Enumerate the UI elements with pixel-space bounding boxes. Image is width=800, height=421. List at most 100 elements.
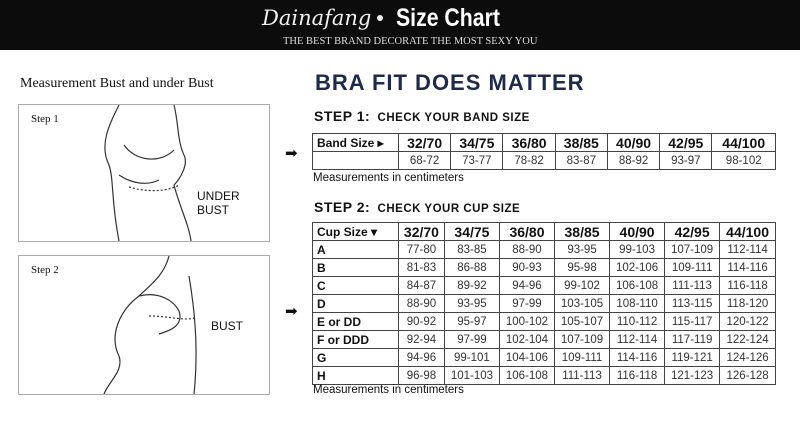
table-cell: 118-120 <box>719 294 776 313</box>
table-cell: 83-85 <box>443 240 500 259</box>
table-cell: 90-92 <box>398 312 445 331</box>
page-title: Size Chart <box>396 4 500 32</box>
arrow-right-icon: ➡ <box>285 303 298 320</box>
table-cell: 122-124 <box>719 330 776 349</box>
table-row: G 94-96 99-101 104-106 109-111 114-116 119-121… <box>312 348 776 367</box>
cup-label: D <box>312 294 399 313</box>
step1-panel: Step 1 UNDER BUST <box>18 104 270 242</box>
cup-label: B <box>312 258 399 277</box>
table-row: C 84-87 89-92 94-96 99-102 106-108 111-113 116-… <box>312 276 776 295</box>
table-cell: 99-102 <box>553 276 611 295</box>
step2-prefix: STEP 2: <box>314 199 371 215</box>
band-size-table: Band Size ▸ 32/70 34/75 36/80 38/85 40/9… <box>312 133 776 170</box>
table-cell: 97-99 <box>498 294 556 313</box>
size-header: 32/70 <box>398 222 445 241</box>
size-header: 40/90 <box>609 222 666 241</box>
table-cell: 93-95 <box>443 294 500 313</box>
band-size-header: Band Size ▸ <box>312 133 399 152</box>
cup-label: C <box>312 276 399 295</box>
table-header-row: Cup Size ▾ 32/70 34/75 36/80 38/85 40/90 42/95… <box>312 222 776 241</box>
step1-prefix: STEP 1: <box>314 108 371 124</box>
table-cell: 119-121 <box>664 348 721 367</box>
table-cell: 124-126 <box>719 348 776 367</box>
table-cell: 120-122 <box>719 312 776 331</box>
bust-figure-illustration <box>103 256 197 394</box>
size-header: 34/75 <box>443 222 500 241</box>
cup-label: F or DDD <box>312 330 399 349</box>
table-cell: 93-97 <box>659 151 713 170</box>
table-cell: 107-109 <box>664 240 721 259</box>
table-row: D 88-90 93-95 97-99 103-105 108-110 113-115 118… <box>312 294 776 313</box>
table-cell: 105-107 <box>553 312 611 331</box>
table-cell: 101-103 <box>443 366 500 385</box>
table-cell: 94-96 <box>398 348 445 367</box>
table-cell: 103-105 <box>553 294 611 313</box>
cup-note: Measurements in centimeters <box>313 384 464 396</box>
table-cell: 117-119 <box>664 330 721 349</box>
table-row: F or DDD 92-94 97-99 102-104 107-109 112-114 1… <box>312 330 776 349</box>
table-cell: 68-72 <box>397 151 452 170</box>
table-cell: 81-83 <box>398 258 445 277</box>
table-cell: 73-77 <box>450 151 504 170</box>
table-row: 68-72 73-77 78-82 83-87 88-92 93-97 98-1… <box>312 151 776 170</box>
table-cell: 94-96 <box>498 276 556 295</box>
table-cell: 97-99 <box>443 330 500 349</box>
table-cell: 111-113 <box>553 366 611 385</box>
table-cell: 106-108 <box>609 276 666 295</box>
table-header-row: Band Size ▸ 32/70 34/75 36/80 38/85 40/9… <box>312 133 776 152</box>
size-header: 38/85 <box>554 133 608 152</box>
table-cell: 112-114 <box>719 240 776 259</box>
table-cell: 95-98 <box>553 258 611 277</box>
table-cell: 109-111 <box>553 348 611 367</box>
table-cell: 88-90 <box>498 240 556 259</box>
size-header: 36/80 <box>502 133 556 152</box>
brand-name: Dainafang <box>262 6 372 30</box>
step2-panel: Step 2 BUST <box>18 255 270 395</box>
table-cell: 95-97 <box>443 312 500 331</box>
step1-text: CHECK YOUR BAND SIZE <box>377 112 530 124</box>
table-cell: 106-108 <box>498 366 556 385</box>
table-row: B 81-83 86-88 90-93 95-98 102-106 109-111 114-1… <box>312 258 776 277</box>
size-header: 42/95 <box>659 133 713 152</box>
cup-size-header: Cup Size ▾ <box>312 222 399 241</box>
step1-heading: STEP 1: CHECK YOUR BAND SIZE <box>314 108 530 124</box>
table-cell: 78-82 <box>502 151 556 170</box>
table-cell: 116-118 <box>719 276 776 295</box>
table-cell: 86-88 <box>443 258 500 277</box>
underbust-label: UNDER BUST <box>197 189 240 217</box>
cup-label: H <box>312 366 399 385</box>
size-header: 38/85 <box>553 222 611 241</box>
table-cell: 83-87 <box>554 151 608 170</box>
table-cell: 111-113 <box>664 276 721 295</box>
table-cell: 112-114 <box>609 330 666 349</box>
main-title: BRA FIT DOES MATTER <box>315 70 585 95</box>
tagline: THE BEST BRAND DECORATE THE MOST SEXY YO… <box>283 36 538 47</box>
table-cell: 99-103 <box>609 240 666 259</box>
cup-label: G <box>312 348 399 367</box>
table-cell: 98-102 <box>711 151 776 170</box>
table-cell: 102-106 <box>609 258 666 277</box>
size-header: 44/100 <box>719 222 776 241</box>
step2-heading: STEP 2: CHECK YOUR CUP SIZE <box>314 199 520 215</box>
brand-logo: Dainafang <box>262 6 391 30</box>
table-cell: 114-116 <box>719 258 776 277</box>
table-cell: 116-118 <box>609 366 666 385</box>
step1-label: Step 1 <box>31 113 59 125</box>
table-cell: 93-95 <box>553 240 611 259</box>
table-cell: 104-106 <box>498 348 556 367</box>
size-header: 34/75 <box>450 133 504 152</box>
size-header: 42/95 <box>664 222 721 241</box>
table-cell: 110-112 <box>609 312 666 331</box>
table-cell: 114-116 <box>609 348 666 367</box>
table-cell: 108-110 <box>609 294 666 313</box>
table-cell: 84-87 <box>398 276 445 295</box>
band-note: Measurements in centimeters <box>313 172 464 184</box>
bust-label: BUST <box>211 319 244 333</box>
table-cell: 115-117 <box>664 312 721 331</box>
header-banner: Dainafang Size Chart THE BEST BRAND DECO… <box>0 0 800 50</box>
table-cell: 99-101 <box>443 348 500 367</box>
table-cell: 92-94 <box>398 330 445 349</box>
size-header: 40/90 <box>606 133 661 152</box>
table-cell: 88-90 <box>398 294 445 313</box>
table-cell: 109-111 <box>664 258 721 277</box>
